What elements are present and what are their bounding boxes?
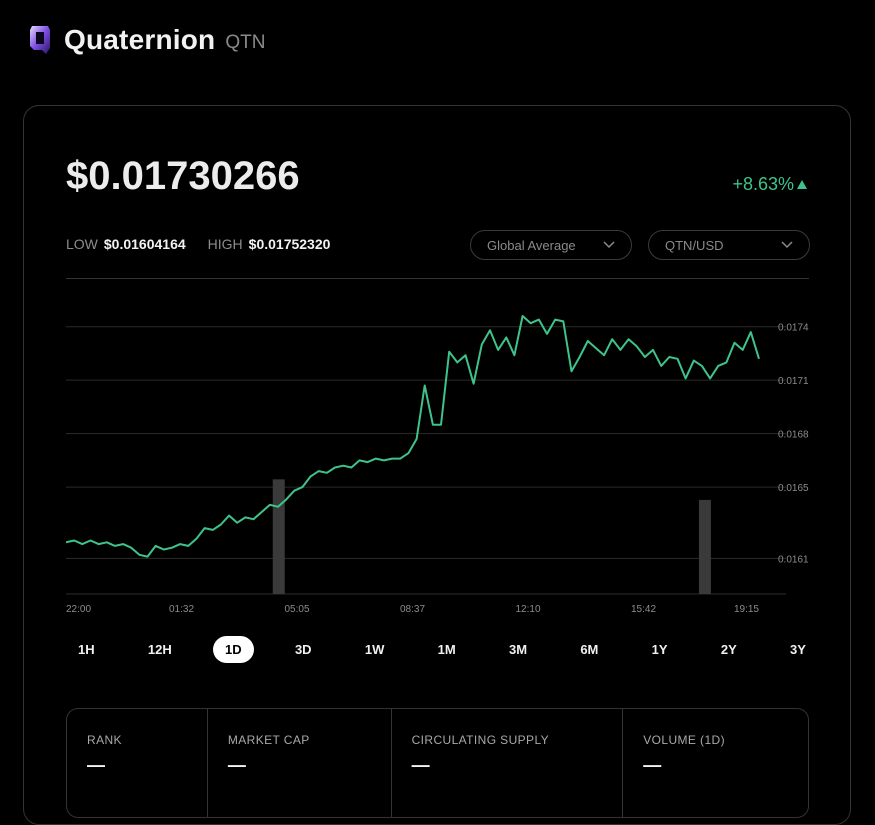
- y-tick-label: 0.0168: [778, 430, 809, 441]
- asset-name: Quaternion: [64, 24, 216, 55]
- range-button-1m[interactable]: 1M: [437, 642, 456, 657]
- x-tick-label: 22:00: [66, 604, 91, 615]
- low-high-range: LOW $0.01604164 HIGH $0.01752320: [66, 236, 346, 252]
- low-value: $0.01604164: [103, 236, 186, 252]
- time-range-selector: 1H 12H 1D 3D 1W 1M 3M 6M 1Y 2Y 3Y: [66, 636, 818, 663]
- quaternion-logo-icon: [30, 26, 50, 54]
- stat-label: RANK: [87, 733, 122, 747]
- range-button-2y[interactable]: 2Y: [720, 642, 737, 657]
- y-tick-label: 0.0174: [778, 323, 809, 334]
- range-button-3d[interactable]: 3D: [294, 642, 312, 657]
- stat-value: —: [227, 755, 246, 775]
- low-label: LOW: [66, 236, 98, 252]
- x-tick-label: 05:05: [284, 604, 309, 615]
- price-line: [66, 315, 760, 558]
- chevron-down-icon: [781, 241, 793, 249]
- source-dropdown-label: Global Average: [487, 237, 576, 253]
- range-button-3y[interactable]: 3Y: [790, 642, 806, 657]
- price-change-value: +8.63%: [732, 174, 794, 194]
- stat-label: CIRCULATING SUPPLY: [411, 733, 550, 747]
- y-tick-label: 0.0165: [778, 483, 809, 494]
- stat-value: —: [411, 755, 430, 775]
- divider: [66, 278, 809, 279]
- y-tick-label: 0.0171: [778, 376, 809, 387]
- price-card: $0.01730266 +8.63% LOW $0.01604164 HIGH …: [23, 105, 851, 825]
- volume-bar: [272, 479, 285, 594]
- triangle-up-icon: [797, 180, 807, 189]
- stat-value: —: [87, 755, 105, 775]
- y-tick-label: 0.0161: [778, 554, 809, 565]
- stat-rank: RANK —: [67, 709, 208, 817]
- range-button-1d[interactable]: 1D: [213, 636, 254, 663]
- range-button-1y[interactable]: 1Y: [651, 642, 668, 657]
- pair-dropdown-label: QTN/USD: [665, 237, 724, 253]
- stat-circulating-supply: CIRCULATING SUPPLY —: [392, 709, 624, 817]
- source-dropdown[interactable]: Global Average: [470, 230, 632, 260]
- stats-panel: RANK — MARKET CAP — CIRCULATING SUPPLY — VOLUM…: [66, 708, 809, 818]
- range-button-3m[interactable]: 3M: [508, 642, 528, 657]
- x-tick-label: 12:10: [515, 604, 540, 615]
- x-tick-label: 08:37: [400, 604, 425, 615]
- stat-label: MARKET CAP: [227, 733, 310, 747]
- current-price: $0.01730266: [66, 154, 300, 198]
- range-button-1h[interactable]: 1H: [78, 642, 95, 657]
- volume-bar: [698, 499, 711, 594]
- stat-market-cap: MARKET CAP —: [208, 709, 392, 817]
- header: Quaternion QTN: [28, 18, 265, 62]
- x-tick-label: 15:42: [631, 604, 656, 615]
- x-tick-label: 01:32: [169, 604, 194, 615]
- pair-dropdown[interactable]: QTN/USD: [648, 230, 810, 260]
- range-button-12h[interactable]: 12H: [147, 642, 172, 657]
- high-value: $0.01752320: [248, 236, 331, 252]
- x-tick-label: 19:15: [734, 604, 759, 615]
- stat-volume-1d: VOLUME (1D) —: [623, 709, 808, 817]
- chevron-down-icon: [603, 241, 615, 249]
- high-label: HIGH: [207, 236, 243, 252]
- stat-value: —: [643, 755, 662, 775]
- asset-symbol: QTN: [225, 32, 266, 53]
- stat-label: VOLUME (1D): [643, 733, 725, 747]
- price-chart[interactable]: 0.0174 0.0171 0.0168 0.0165 0.0161 22:00 01:32…: [66, 294, 826, 624]
- price-change: +8.63%: [732, 174, 808, 195]
- range-button-6m[interactable]: 6M: [580, 642, 599, 657]
- range-button-1w[interactable]: 1W: [364, 642, 385, 657]
